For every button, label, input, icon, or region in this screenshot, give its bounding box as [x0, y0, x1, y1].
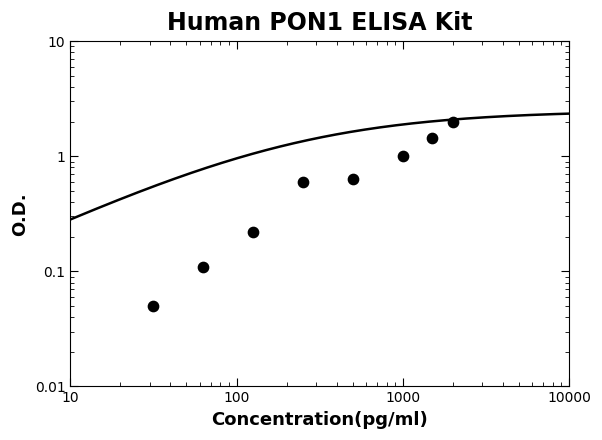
Point [147, 303, 157, 310]
Point [398, 152, 408, 159]
Point [427, 134, 437, 141]
Title: Human PON1 ELISA Kit: Human PON1 ELISA Kit [167, 11, 473, 35]
Point [348, 176, 358, 183]
Y-axis label: O.D.: O.D. [11, 192, 29, 236]
Point [197, 263, 207, 270]
X-axis label: Concentration(pg/ml): Concentration(pg/ml) [211, 411, 428, 429]
Point [298, 178, 308, 185]
Point [248, 228, 258, 235]
Point [448, 118, 458, 125]
